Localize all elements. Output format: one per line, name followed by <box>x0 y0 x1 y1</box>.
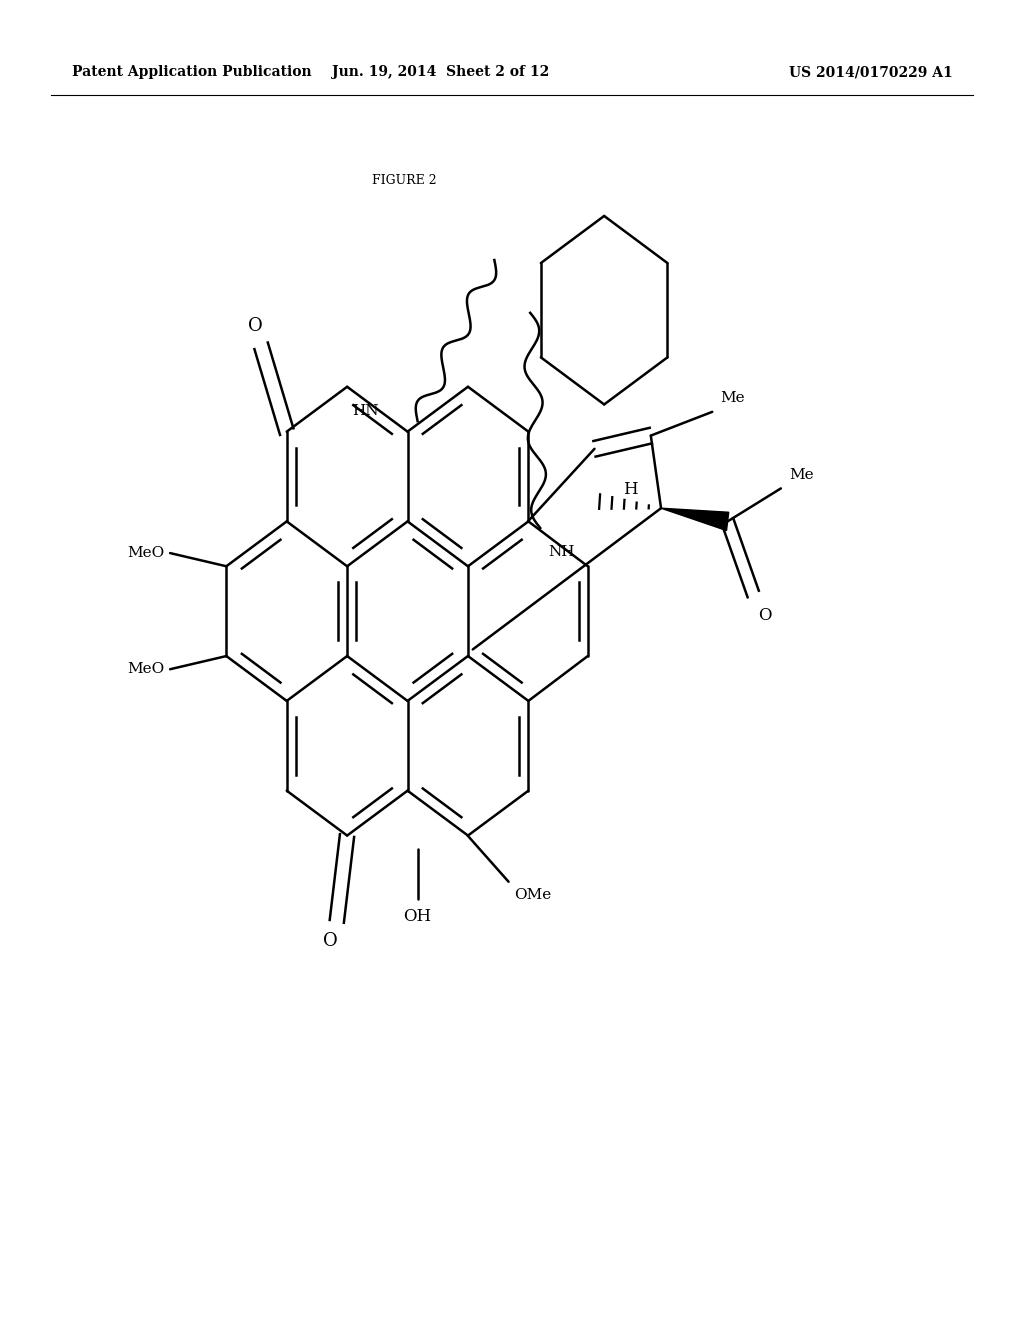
Text: HN: HN <box>352 404 379 418</box>
Text: H: H <box>623 480 638 498</box>
Text: FIGURE 2: FIGURE 2 <box>372 174 437 187</box>
Text: Patent Application Publication: Patent Application Publication <box>72 65 311 79</box>
Text: NH: NH <box>549 545 574 560</box>
Text: Me: Me <box>790 467 814 482</box>
Text: OMe: OMe <box>514 888 551 903</box>
Text: Me: Me <box>721 391 745 405</box>
Text: Jun. 19, 2014  Sheet 2 of 12: Jun. 19, 2014 Sheet 2 of 12 <box>332 65 549 79</box>
Polygon shape <box>662 508 729 531</box>
Text: O: O <box>248 317 262 335</box>
Text: US 2014/0170229 A1: US 2014/0170229 A1 <box>788 65 952 79</box>
Text: OH: OH <box>403 908 432 925</box>
Text: O: O <box>759 607 772 624</box>
Text: MeO: MeO <box>128 546 165 560</box>
Text: O: O <box>324 932 338 950</box>
Text: MeO: MeO <box>128 663 165 676</box>
